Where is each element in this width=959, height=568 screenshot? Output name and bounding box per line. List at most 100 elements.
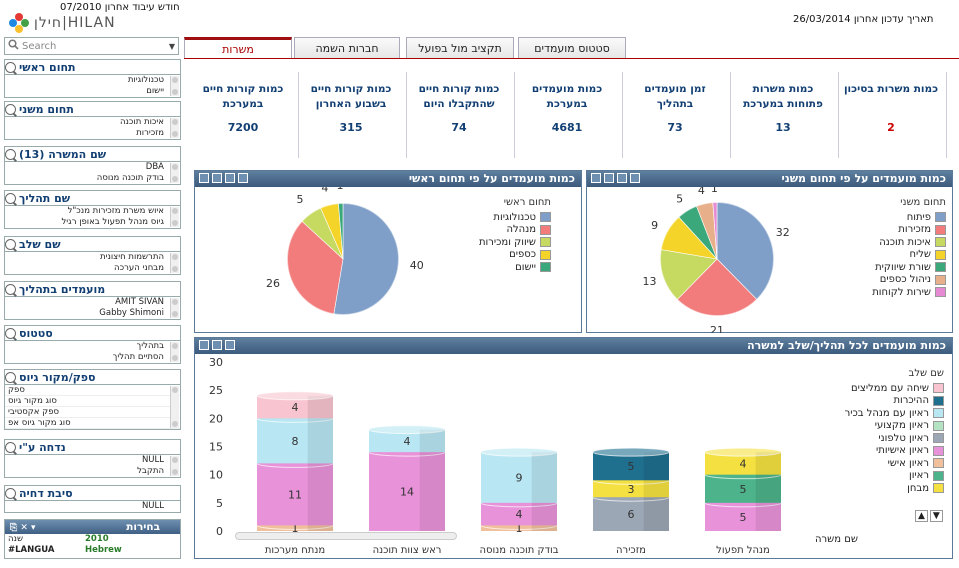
- filter-item[interactable]: הסתיים תהליך: [112, 352, 164, 362]
- filter-item[interactable]: סוג מקור גיוס: [5, 396, 180, 407]
- pie-chart-primary[interactable]: 40 26 5 4 1: [195, 187, 583, 333]
- legend-item[interactable]: שיווק ומכירות: [479, 236, 551, 249]
- legend-item[interactable]: ראיון אישיותי: [845, 445, 944, 458]
- scrollbar[interactable]: [170, 253, 179, 273]
- tab-agencies[interactable]: חברות השמה: [294, 37, 400, 59]
- legend-item[interactable]: מנהלה: [479, 224, 551, 237]
- filter-item[interactable]: התקבל: [137, 466, 164, 476]
- filter-listbox[interactable]: שם שלב התרשמות חיצונית מבחני הערכה: [4, 236, 181, 275]
- panel-controls[interactable]: [199, 340, 235, 350]
- scrollbar[interactable]: [170, 298, 179, 318]
- filter-item[interactable]: איכות תוכנה: [119, 117, 164, 127]
- bar-segment[interactable]: [592, 447, 670, 481]
- filter-item[interactable]: בודק תוכנה מנוסה: [96, 173, 164, 183]
- filter-item[interactable]: מבחני הערכה: [114, 263, 164, 273]
- filter-header[interactable]: תחום ראשי: [5, 60, 180, 75]
- legend-item[interactable]: ראיון: [845, 470, 944, 483]
- scrollbar[interactable]: [170, 386, 179, 428]
- legend-item[interactable]: שירות לקוחות: [872, 286, 946, 299]
- scrollbar[interactable]: [170, 163, 179, 183]
- filter-header[interactable]: שם המשרה (13): [5, 147, 180, 162]
- tab-candidate-status[interactable]: סטטוס מועמדים: [518, 37, 626, 59]
- legend-item[interactable]: כספים: [479, 249, 551, 262]
- kpi-candidates-in-process[interactable]: זמן מועמדים בתהליך 73: [626, 72, 731, 158]
- filter-item[interactable]: DBA: [145, 162, 164, 172]
- filter-item[interactable]: מזכירות: [136, 128, 164, 138]
- legend-item[interactable]: יישום: [479, 261, 551, 274]
- search-icon[interactable]: [5, 371, 16, 383]
- filter-listbox[interactable]: מועמדים בתהליך AMIT SIVAN Gabby Shimoni: [4, 281, 181, 320]
- search-icon[interactable]: [5, 283, 16, 295]
- kpi-open-positions[interactable]: כמות משרות פתוחות במערכת 13: [734, 72, 839, 158]
- filter-item[interactable]: Gabby Shimoni: [99, 308, 164, 318]
- panel-controls[interactable]: [199, 173, 248, 183]
- selection-row[interactable]: שנה 2010: [5, 534, 180, 545]
- search-icon[interactable]: [5, 103, 16, 115]
- kpi-cv-today[interactable]: כמות קורות חיים שהתקבלו היום 74: [410, 72, 515, 158]
- kpi-candidates-total[interactable]: כמות מועמדים במערכת 4681: [518, 72, 623, 158]
- filter-header[interactable]: נדחה ע"י: [5, 440, 180, 455]
- legend-item[interactable]: ראיון עם מנהל בכיר: [845, 407, 944, 420]
- filter-item[interactable]: התרשמות חיצונית: [99, 252, 164, 262]
- horizontal-scrollbar[interactable]: [235, 532, 457, 540]
- search-icon[interactable]: [5, 327, 16, 339]
- scrollbar[interactable]: [170, 76, 179, 96]
- search-icon[interactable]: [5, 148, 16, 160]
- filter-header[interactable]: סטטוס: [5, 326, 180, 341]
- legend-item[interactable]: שורת שיווקית: [872, 261, 946, 274]
- bar-segment[interactable]: [704, 447, 782, 475]
- bar-segment[interactable]: [592, 492, 670, 531]
- filter-item[interactable]: טכנולוגיות: [127, 75, 164, 85]
- pie-chart-secondary[interactable]: 32 21 13 9 5 4 1: [587, 187, 954, 333]
- legend-item[interactable]: איכות תוכנה: [872, 236, 946, 249]
- bar-segment[interactable]: [480, 447, 558, 503]
- filter-item[interactable]: סוג מקור גיוס אפ: [5, 418, 180, 429]
- legend-item[interactable]: שיחה עם ממליצים: [845, 382, 944, 395]
- kpi-positions-at-risk[interactable]: כמות משרות בסיכון 2: [842, 72, 947, 158]
- filter-listbox[interactable]: תחום משני איכות תוכנה מזכירות: [4, 101, 181, 140]
- filter-item[interactable]: NULL: [141, 455, 164, 465]
- filter-item[interactable]: ספק: [5, 385, 180, 396]
- filter-item[interactable]: ספק אקסטיבי: [5, 407, 180, 418]
- scrollbar[interactable]: [170, 118, 179, 138]
- filter-item[interactable]: גיוס מנהל תפעול באופן רגיל: [61, 217, 164, 227]
- bar-segment[interactable]: [256, 391, 334, 419]
- legend-item[interactable]: מזכירות: [872, 224, 946, 237]
- filter-item[interactable]: איוש משרת מזכירות מנכ"ל: [67, 206, 164, 216]
- legend-item[interactable]: טכנולוגיות: [479, 211, 551, 224]
- filter-header[interactable]: ספק/מקור גיוס: [5, 370, 180, 385]
- legend-item[interactable]: מבחן: [845, 482, 944, 495]
- search-box[interactable]: Search ▼: [4, 37, 179, 55]
- filter-item[interactable]: NULL: [141, 501, 164, 511]
- filter-item[interactable]: בתהליך: [136, 341, 164, 351]
- tab-positions[interactable]: משרות: [184, 37, 292, 59]
- filter-header[interactable]: שם תהליך: [5, 191, 180, 206]
- legend-item[interactable]: שליח: [872, 249, 946, 262]
- filter-listbox[interactable]: סיבת דחיה NULL: [4, 485, 181, 513]
- filter-header[interactable]: שם שלב: [5, 237, 180, 252]
- legend-item[interactable]: פיתוח: [872, 211, 946, 224]
- legend-item[interactable]: ראיון מקצועי: [845, 420, 944, 433]
- scrollbar[interactable]: [170, 207, 179, 227]
- legend-item[interactable]: ניהול כספים: [872, 274, 946, 287]
- search-icon[interactable]: [5, 192, 16, 204]
- legend-item[interactable]: ההיכרות: [845, 395, 944, 408]
- filter-listbox[interactable]: נדחה ע"י NULL התקבל: [4, 439, 181, 478]
- filter-header[interactable]: סיבת דחיה: [5, 486, 180, 501]
- filter-item[interactable]: AMIT SIVAN: [115, 297, 164, 307]
- search-icon[interactable]: [5, 238, 16, 250]
- filter-listbox[interactable]: שם תהליך איוש משרת מזכירות מנכ"ל גיוס מנהל…: [4, 190, 181, 229]
- bar-segment[interactable]: [368, 425, 446, 453]
- selections-controls-icon[interactable]: ▾ ✕ ⎘: [10, 523, 36, 533]
- filter-listbox[interactable]: סטטוס בתהליך הסתיים תהליך: [4, 325, 181, 364]
- filter-listbox[interactable]: ספק/מקור גיוס ספק סוג מקור גיוס ספק אקסטיבי…: [4, 369, 181, 430]
- scrollbar[interactable]: [170, 456, 179, 476]
- legend-item[interactable]: ראיון אישי: [845, 457, 944, 470]
- legend-item[interactable]: ראיון טלפוני: [845, 432, 944, 445]
- search-icon[interactable]: [5, 441, 16, 453]
- filter-header[interactable]: מועמדים בתהליך: [5, 282, 180, 297]
- filter-item[interactable]: יישום: [146, 86, 164, 96]
- search-input[interactable]: Search: [22, 40, 57, 52]
- pie-slice[interactable]: [333, 202, 400, 316]
